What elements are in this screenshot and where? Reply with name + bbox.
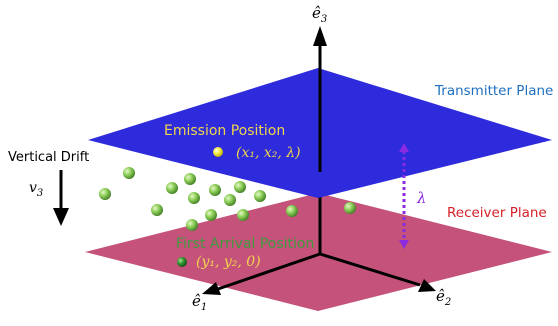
particle [254,190,266,202]
particle [286,205,298,217]
particle [344,202,356,214]
axis-e3-label: ê3 [312,4,327,25]
axis-e2-label: ê2 [436,287,451,308]
vertical-drift-arrowhead [53,208,69,226]
lambda-arrow-head-top [399,143,409,152]
emission-coords: (x₁, x₂, λ) [236,145,301,161]
lambda-label: λ [416,189,427,207]
particle [205,209,217,221]
particle [186,219,198,231]
lambda-arrow-head-bottom [399,240,409,249]
axis-e1-label: ê1 [192,292,207,313]
receiver-plane-label: Receiver Plane [447,205,547,221]
first-arrival-label: First Arrival Position [176,236,314,252]
particle [166,182,178,194]
particle [184,173,196,185]
particle [224,194,236,206]
axis-e2-arrowhead [418,279,436,292]
particle [151,204,163,216]
particles [99,167,356,231]
particle [99,188,111,200]
vertical-drift-symbol: v3 [29,180,43,199]
axis-e2-line [319,252,421,287]
first-arrival-dot [177,257,187,267]
transmitter-plane-label: Transmitter Plane [434,83,553,99]
axis-e3-arrowhead [313,26,327,46]
particle [237,209,249,221]
axis-e1-arrowhead [202,282,221,295]
particle [123,167,135,179]
particle [209,184,221,196]
emission-dot [213,147,223,157]
vertical-drift-label: Vertical Drift [8,150,89,165]
particle [188,192,200,204]
axis-e1-line [217,252,321,291]
lambda-arrow [399,143,409,249]
first-arrival-coords: (y₁, y₂, 0) [196,254,261,270]
particle [234,181,246,193]
emission-label: Emission Position [164,123,285,139]
